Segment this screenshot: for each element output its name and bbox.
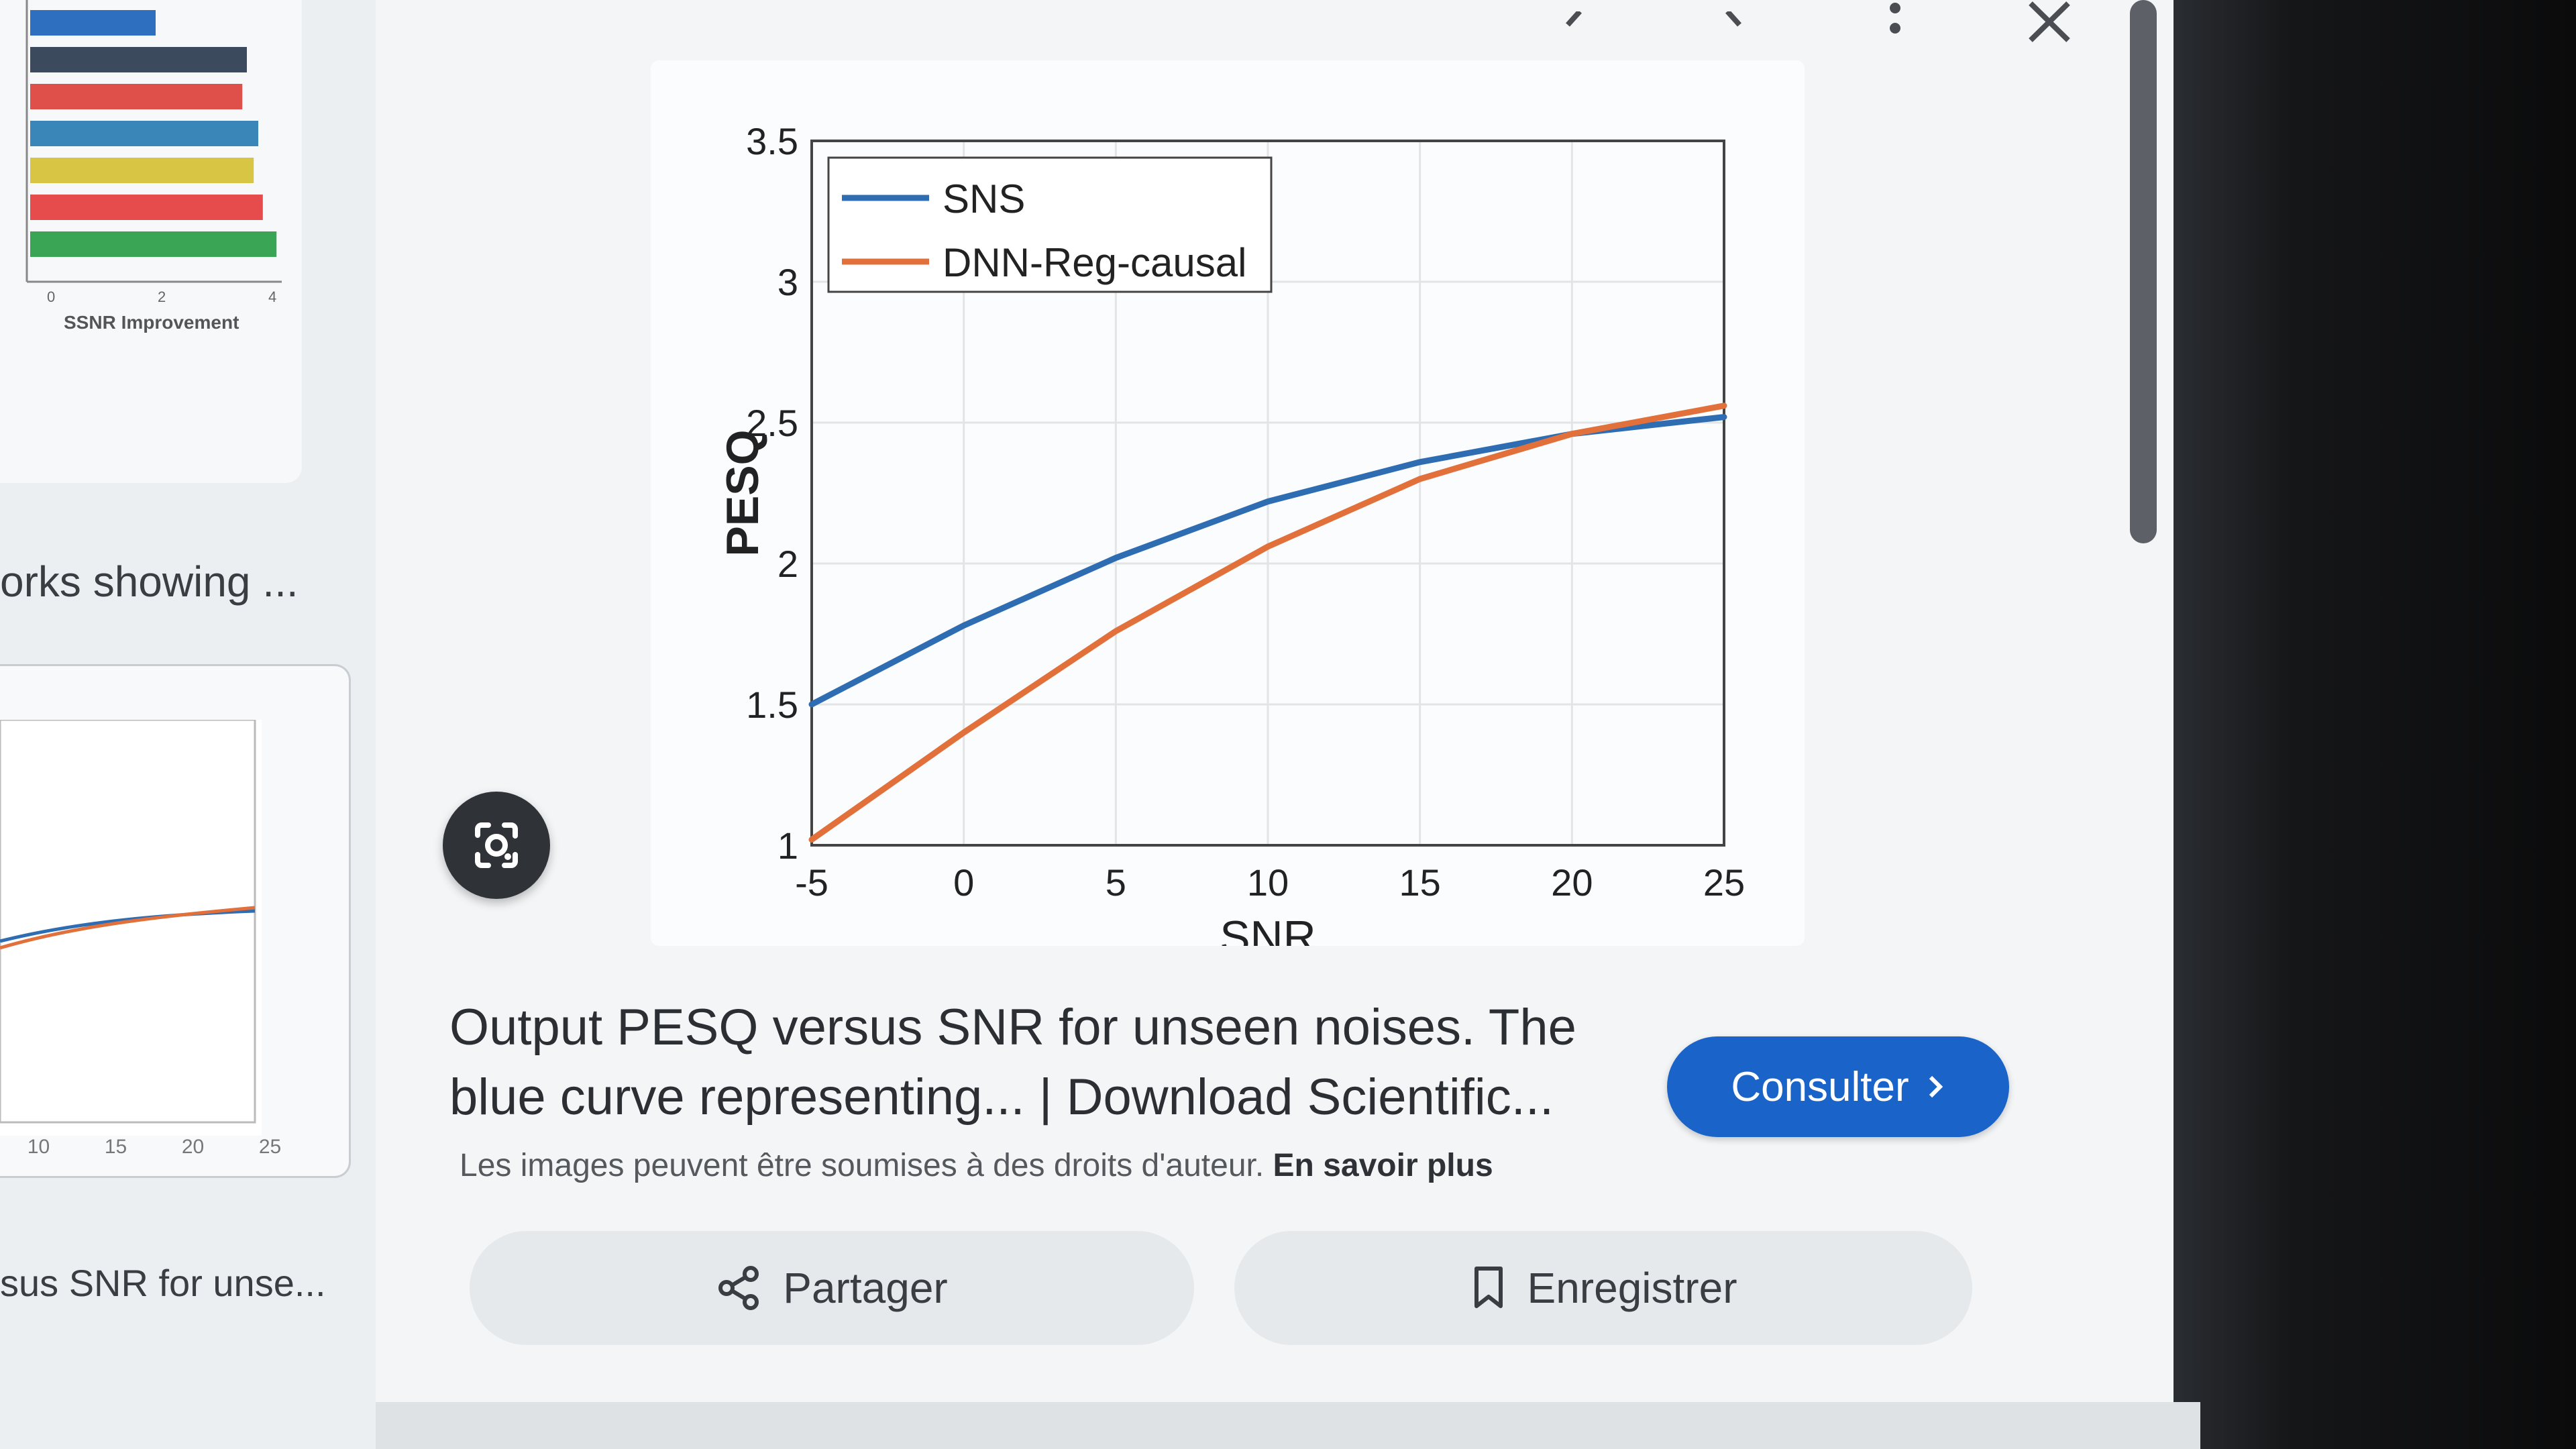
more-options-button[interactable]	[1865, 0, 1925, 47]
copyright-text: Les images peuvent être soumises à des d…	[460, 1148, 1265, 1183]
related-result-caption-1[interactable]: orks showing ...	[0, 557, 299, 606]
save-button[interactable]: Enregistrer	[1234, 1231, 1972, 1345]
thumb2-tick: 10	[27, 1136, 50, 1158]
plot-frame	[810, 140, 1725, 847]
thumb-bar	[30, 195, 263, 220]
close-button[interactable]	[2019, 0, 2080, 47]
related-result-thumbnail-2[interactable]: 10 15 20 25	[0, 664, 351, 1178]
share-button[interactable]: Partager	[470, 1231, 1194, 1345]
y-tick-label: 2	[777, 543, 798, 585]
thumb-bar	[30, 158, 254, 183]
legend-box	[827, 156, 1273, 293]
thumb-bar	[30, 10, 156, 36]
x-tick-label: 25	[1703, 861, 1745, 904]
thumb2-tick: 25	[258, 1136, 282, 1158]
related-result-caption-2[interactable]: sus SNR for unse...	[0, 1262, 326, 1304]
prev-button[interactable]	[1543, 0, 1603, 47]
x-axis-label: SNR	[1220, 912, 1316, 946]
thumb-bar	[30, 231, 277, 257]
thumb1-tick: 4	[268, 288, 276, 305]
y-tick-label: 3	[777, 261, 798, 303]
pesq-vs-snr-chart: -5 0 5 10 15 20 25 1 1.5 2 2.5 3 3.5 SNR PESQ SNS DNN…	[717, 120, 1745, 963]
legend-label: DNN-Reg-causal	[943, 240, 1246, 285]
share-icon	[718, 1266, 759, 1310]
preview-image[interactable]: -5 0 5 10 15 20 25 1 1.5 2 2.5 3 3.5 SNR PESQ SNS DNN…	[651, 60, 1805, 963]
screen-bezel	[2174, 0, 2576, 1449]
thumb-bar	[30, 84, 243, 109]
save-label: Enregistrer	[1527, 1264, 1737, 1312]
x-tick-label: 15	[1399, 861, 1441, 904]
bar-chart-thumbnail: 0 2 4 SSNR Improvement	[25, 0, 282, 333]
lens-search-button[interactable]	[443, 792, 550, 899]
result-title[interactable]: Output PESQ versus SNR for unseen noises…	[449, 999, 1576, 1126]
scrollbar[interactable]	[2130, 0, 2157, 543]
thumb-bar	[30, 121, 258, 146]
x-tick-label: -5	[795, 861, 828, 904]
lens-search-icon	[475, 822, 518, 868]
thumb1-axis-label: SSNR Improvement	[64, 312, 239, 333]
visit-button[interactable]: Consulter	[1667, 1036, 2009, 1137]
x-tick-label: 10	[1247, 861, 1289, 904]
thumb-bar	[30, 47, 247, 72]
chevron-left-icon	[1566, 9, 1582, 27]
y-tick-label: 1	[777, 824, 798, 867]
series-line	[808, 402, 1727, 843]
next-button[interactable]	[1704, 0, 1764, 47]
x-tick-label: 20	[1551, 861, 1593, 904]
bottom-results-strip	[376, 1402, 2200, 1449]
y-tick-label: 1.5	[746, 684, 798, 726]
related-result-thumbnail-1[interactable]: 0 2 4 SSNR Improvement	[0, 0, 302, 483]
thumb1-tick: 0	[47, 288, 55, 305]
legend-label: SNS	[943, 176, 1025, 221]
line-chart-thumbnail	[0, 718, 262, 1136]
x-tick-label: 0	[953, 861, 974, 904]
y-tick-label: 2.5	[746, 402, 798, 444]
learn-more-link[interactable]: En savoir plus	[1273, 1148, 1493, 1183]
close-icon	[2029, 1, 2070, 42]
copyright-notice: Les images peuvent être soumises à des d…	[460, 1147, 1493, 1184]
chevron-right-icon	[1725, 9, 1741, 27]
thumb2-tick: 15	[104, 1136, 127, 1158]
share-label: Partager	[783, 1264, 948, 1312]
thumb1-tick: 2	[158, 288, 166, 305]
x-tick-label: 5	[1106, 861, 1126, 904]
visit-button-label: Consulter	[1731, 1063, 1909, 1110]
thumb2-tick: 20	[181, 1136, 205, 1158]
chevron-right-icon	[1929, 1075, 1943, 1098]
y-axis-label: PESQ	[717, 430, 768, 557]
chart-legend: SNS DNN-Reg-causal	[827, 156, 1273, 293]
bookmark-icon	[1474, 1267, 1503, 1308]
more-vert-icon	[1890, 3, 1900, 34]
y-tick-label: 3.5	[746, 120, 798, 162]
